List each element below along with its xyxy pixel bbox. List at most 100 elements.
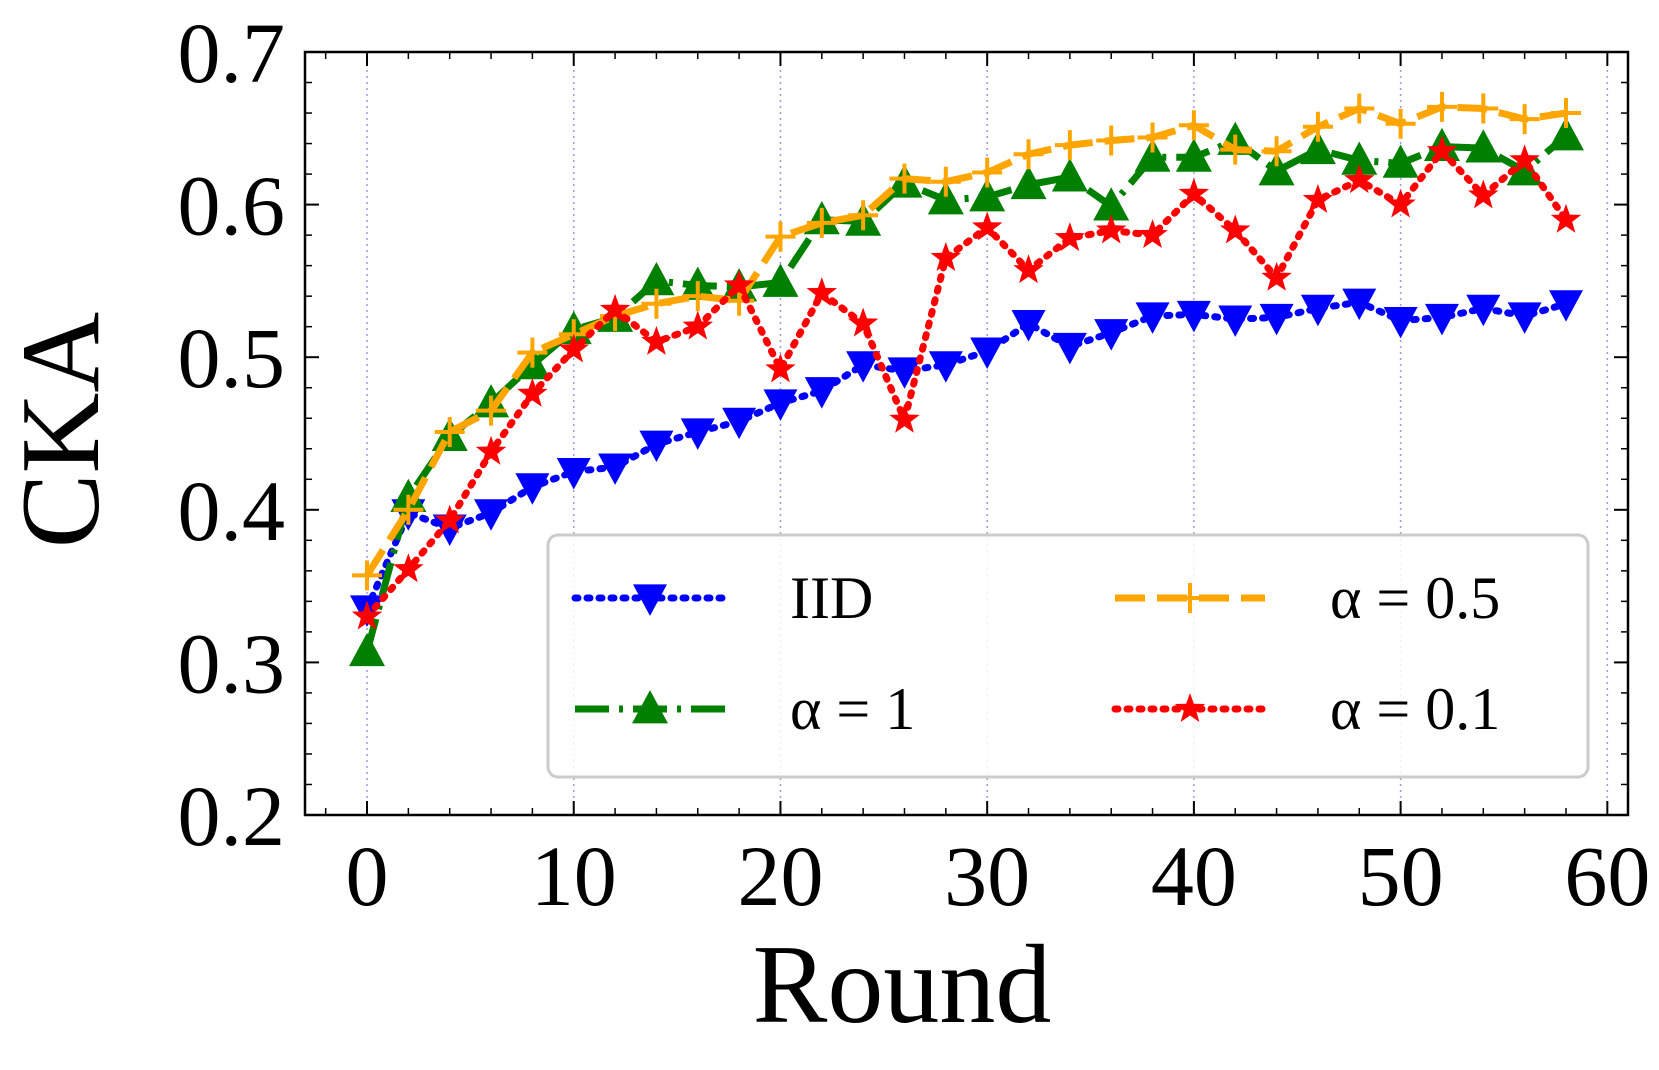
- data-point: [1509, 144, 1540, 174]
- series-iid: [350, 288, 1583, 627]
- data-point: [1548, 290, 1583, 322]
- data-point: [1385, 108, 1416, 139]
- data-point: [1178, 177, 1210, 207]
- data-point: [1013, 254, 1044, 284]
- x-tick-label: 60: [1564, 828, 1650, 924]
- data-point: [887, 357, 922, 389]
- data-point: [1550, 98, 1581, 129]
- legend-label: α = 0.1: [1330, 676, 1500, 742]
- plot-frame: [303, 50, 1630, 817]
- data-point: [1341, 141, 1378, 175]
- data-point: [930, 166, 961, 197]
- data-point: [1175, 138, 1212, 172]
- data-point: [1218, 305, 1253, 337]
- data-point: [1051, 158, 1088, 192]
- data-point: [517, 337, 548, 368]
- data-point: [1258, 152, 1295, 186]
- data-point: [765, 353, 796, 383]
- data-point: [763, 389, 798, 421]
- data-point: [1054, 130, 1085, 161]
- axes-layer: 0 10 20 30 40 50 60 0.2 0.3 0.4 0.5 0.6 0.7: [178, 5, 1651, 924]
- data-point: [434, 504, 465, 534]
- data-point: [641, 325, 672, 355]
- data-point: [1299, 130, 1336, 165]
- data-point: [558, 333, 589, 363]
- data-point: [1094, 319, 1129, 351]
- data-point: [804, 377, 839, 409]
- data-point: [349, 632, 386, 667]
- y-tick-label: 0.4: [178, 463, 286, 559]
- x-tick-label: 20: [737, 828, 823, 924]
- data-point: [1220, 134, 1251, 165]
- data-point: [1468, 93, 1499, 124]
- legend-marker: [633, 584, 667, 616]
- y-tick-label: 0.7: [178, 5, 286, 101]
- legend-marker: [1175, 583, 1205, 613]
- data-point: [847, 307, 879, 337]
- y-tick-label: 0.3: [178, 615, 286, 711]
- data-point: [722, 407, 757, 440]
- data-point: [1054, 222, 1086, 252]
- data-point: [1095, 214, 1127, 244]
- data-point: [848, 200, 879, 231]
- data-point: [352, 560, 383, 591]
- data-point: [1052, 332, 1087, 365]
- data-point: [599, 293, 631, 323]
- x-axis-title: Round: [753, 923, 1052, 1047]
- y-tick-label: 0.2: [178, 768, 286, 864]
- data-point: [1385, 188, 1416, 218]
- data-point: [1550, 203, 1582, 233]
- data-point: [1507, 302, 1542, 334]
- legend-entry: α = 0.5: [1115, 565, 1500, 631]
- data-point: [1220, 214, 1251, 244]
- data-point: [432, 514, 467, 546]
- data-point: [1466, 294, 1501, 327]
- data-point: [393, 494, 424, 525]
- data-point: [1011, 310, 1046, 342]
- data-point: [1468, 179, 1499, 209]
- x-tick-label: 50: [1358, 828, 1444, 924]
- legend-entry: α = 1: [575, 676, 915, 742]
- legend: IID α = 1 α = 0.5 α = 0.1: [546, 533, 1590, 779]
- data-point: [1178, 110, 1209, 141]
- legend-entry: IID: [571, 565, 873, 631]
- y-axis-title: CKA: [0, 312, 123, 549]
- data-point: [1426, 135, 1458, 165]
- series-line: [363, 133, 1569, 653]
- data-point: [1426, 91, 1457, 122]
- data-point: [1093, 187, 1130, 221]
- data-point: [1509, 104, 1540, 135]
- data-point: [806, 207, 837, 238]
- data-point: [1261, 136, 1292, 167]
- data-point: [434, 416, 465, 447]
- data-point: [889, 163, 920, 194]
- data-point: [682, 281, 713, 312]
- data-point: [889, 403, 920, 433]
- data-point: [517, 377, 548, 407]
- legend-frame: [546, 533, 1590, 779]
- data-point: [598, 453, 633, 485]
- data-point: [1300, 294, 1335, 327]
- data-point: [641, 288, 672, 319]
- data-point: [969, 178, 1006, 212]
- data-point: [1137, 219, 1168, 249]
- data-point: [638, 262, 675, 296]
- series-layer: [349, 91, 1584, 667]
- data-point: [556, 458, 591, 490]
- data-point: [930, 242, 962, 271]
- data-point: [474, 499, 509, 531]
- legend-marker: [1174, 693, 1206, 722]
- data-point: [682, 310, 713, 340]
- data-point: [1383, 306, 1418, 339]
- data-point: [971, 211, 1003, 241]
- data-point: [1135, 302, 1170, 334]
- data-point: [1302, 111, 1333, 142]
- series-line: [364, 103, 1567, 578]
- legend-marker: [632, 690, 668, 724]
- legend-entry: α = 0.1: [1111, 676, 1500, 742]
- data-point: [1382, 144, 1419, 178]
- data-point: [972, 157, 1003, 188]
- data-point: [475, 435, 507, 465]
- data-point: [1010, 165, 1047, 200]
- data-point: [928, 351, 963, 383]
